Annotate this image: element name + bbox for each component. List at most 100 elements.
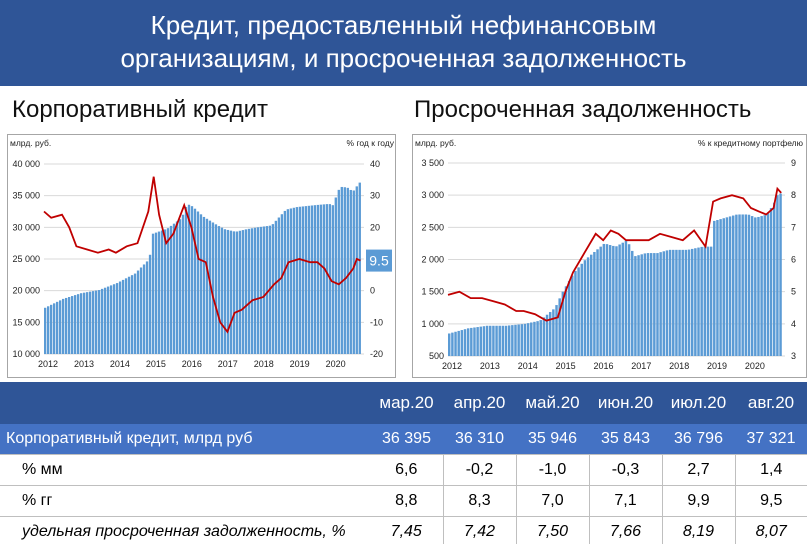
chart-bar bbox=[103, 287, 107, 354]
x-tick-label: 2015 bbox=[556, 361, 576, 371]
chart-bar bbox=[694, 248, 697, 356]
chart-bar bbox=[615, 246, 618, 356]
chart-bar bbox=[91, 291, 95, 354]
chart-bar bbox=[319, 204, 322, 354]
left-tick-label: 500 bbox=[429, 351, 444, 361]
chart-bar bbox=[316, 204, 319, 354]
chart-bar bbox=[649, 253, 653, 356]
chart-bar bbox=[190, 206, 194, 354]
chart-bar bbox=[175, 221, 179, 354]
table-cell: -0,3 bbox=[589, 453, 663, 485]
table-cell: 7,45 bbox=[370, 515, 444, 544]
chart-bar bbox=[668, 249, 672, 356]
chart-bar bbox=[776, 195, 779, 356]
table-cell: 36 310 bbox=[443, 424, 516, 454]
chart-bar bbox=[337, 189, 340, 354]
chart-bar bbox=[181, 214, 185, 354]
table-row-label: Корпоративный кредит, млрд руб bbox=[0, 424, 370, 454]
chart-bar bbox=[124, 278, 128, 354]
chart-bar bbox=[476, 327, 479, 356]
left-tick-label: 25 000 bbox=[12, 254, 40, 264]
slide-title-line-2: организациям, и просроченная задолженнос… bbox=[120, 43, 687, 73]
right-tick-label: 7 bbox=[791, 222, 796, 232]
chart-bar bbox=[55, 301, 59, 354]
chart-bar bbox=[757, 216, 760, 356]
chart-bar bbox=[495, 325, 498, 356]
chart-bar bbox=[226, 229, 230, 354]
chart-bar bbox=[530, 322, 533, 356]
chart-bar bbox=[731, 215, 735, 356]
chart-bar bbox=[256, 227, 260, 354]
table-header-month: мар.20 bbox=[370, 382, 443, 424]
chart-bar bbox=[599, 246, 602, 356]
left-tick-label: 1 000 bbox=[421, 319, 444, 329]
charts-area: Корпоративный кредит Просроченная задолж… bbox=[0, 86, 807, 382]
chart-bar bbox=[295, 207, 299, 354]
right-tick-label: 6 bbox=[791, 255, 796, 265]
chart-bar bbox=[208, 220, 212, 354]
chart-bar bbox=[112, 284, 116, 354]
chart-bar bbox=[526, 323, 530, 356]
chart-bar bbox=[466, 328, 470, 356]
chart-bar bbox=[448, 333, 451, 356]
chart-bar bbox=[498, 325, 501, 356]
chart-bar bbox=[564, 286, 568, 356]
chart-bar bbox=[244, 229, 248, 354]
callout-value: 9.5 bbox=[369, 253, 389, 269]
chart-bar bbox=[646, 253, 650, 356]
left-tick-label: 1 500 bbox=[421, 287, 444, 297]
chart-bar bbox=[457, 330, 460, 356]
chart-bar bbox=[214, 224, 218, 354]
chart-bar bbox=[193, 208, 197, 354]
chart-bar bbox=[561, 291, 565, 356]
chart-bar bbox=[289, 208, 293, 354]
left-tick-label: 2 500 bbox=[421, 222, 444, 232]
chart-bar bbox=[184, 206, 188, 354]
table-cell: 6,6 bbox=[370, 453, 444, 485]
chart-bar bbox=[744, 214, 748, 356]
chart-bar bbox=[331, 205, 334, 354]
chart-bar bbox=[259, 226, 263, 354]
chart-bar bbox=[501, 325, 505, 356]
chart-bar bbox=[352, 190, 355, 354]
left-tick-label: 10 000 bbox=[12, 349, 40, 359]
chart-bar bbox=[608, 245, 612, 356]
left-unit-label: млрд. руб. bbox=[10, 138, 51, 148]
chart-bar bbox=[85, 292, 89, 354]
chart-bar bbox=[571, 275, 574, 356]
chart-bar bbox=[46, 306, 50, 354]
chart-bar bbox=[49, 304, 53, 354]
chart-bar bbox=[292, 207, 296, 354]
chart-bar bbox=[109, 285, 113, 354]
x-tick-label: 2020 bbox=[326, 359, 346, 369]
chart-bar bbox=[492, 325, 495, 356]
chart-bar bbox=[766, 213, 770, 356]
chart-bar bbox=[555, 305, 558, 356]
chart-bar bbox=[640, 254, 643, 356]
x-tick-label: 2019 bbox=[707, 361, 727, 371]
chart-bar bbox=[178, 219, 182, 354]
right-tick-label: 30 bbox=[370, 191, 380, 201]
chart-bar bbox=[280, 214, 284, 354]
left-tick-label: 15 000 bbox=[12, 317, 40, 327]
table-cell: 7,42 bbox=[443, 515, 517, 544]
chart-bar bbox=[166, 228, 170, 354]
chart-bar bbox=[672, 249, 675, 356]
chart-bar bbox=[485, 325, 489, 356]
x-tick-label: 2017 bbox=[218, 359, 238, 369]
chart-bar bbox=[634, 256, 637, 356]
chart-bar bbox=[223, 229, 227, 354]
chart-bar bbox=[247, 228, 251, 354]
chart-bar bbox=[142, 264, 146, 354]
table-header-row: мар.20 апр.20 май.20 июн.20 июл.20 авг.2… bbox=[0, 382, 807, 424]
right-tick-label: 5 bbox=[791, 287, 796, 297]
chart-bar bbox=[274, 220, 278, 354]
chart-bar bbox=[567, 280, 571, 356]
left-tick-label: 35 000 bbox=[12, 191, 40, 201]
chart-bar bbox=[706, 246, 710, 356]
chart-bar bbox=[728, 216, 732, 356]
chart-overdue-debt: 500 1 000 1 500 2 000 2 500 3 000 3 500 3 4 5 6 7 8 9… bbox=[412, 134, 807, 378]
chart-bar bbox=[97, 290, 101, 354]
x-tick-label: 2018 bbox=[669, 361, 689, 371]
chart-bar bbox=[310, 205, 314, 354]
